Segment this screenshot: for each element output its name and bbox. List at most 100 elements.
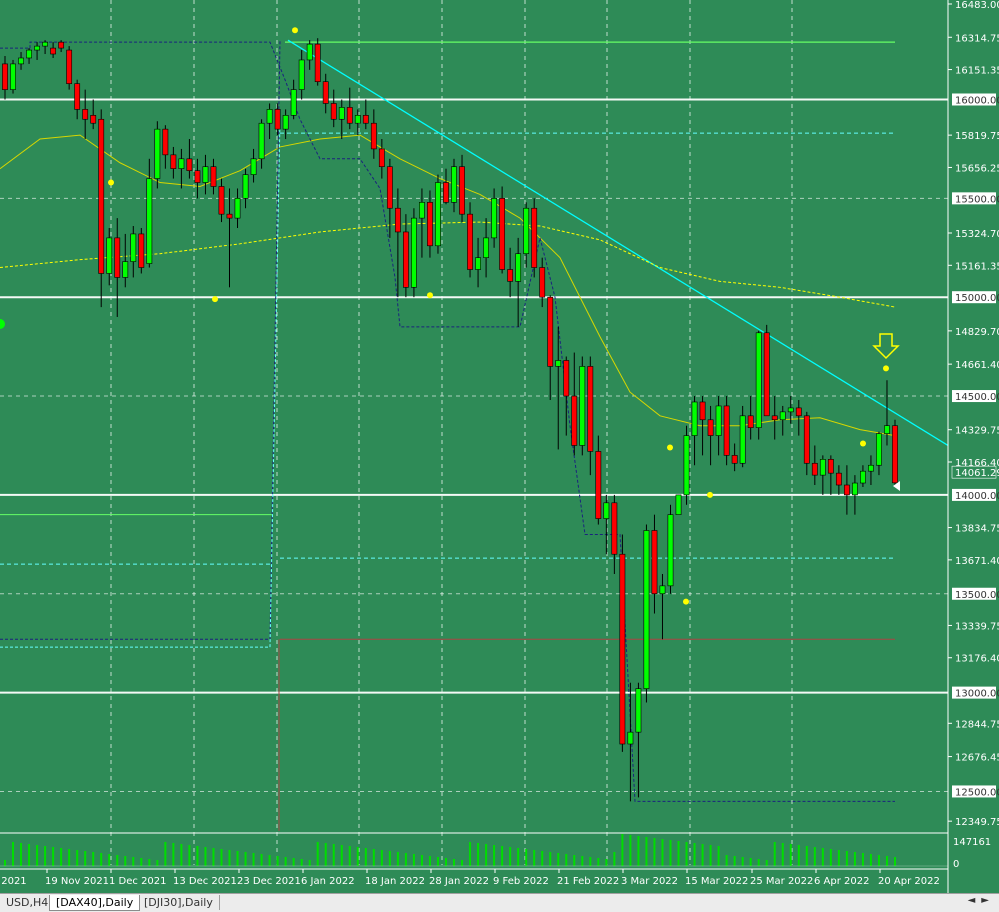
fractal-dot xyxy=(883,365,889,372)
candle-bullish xyxy=(635,688,642,733)
price-level-badge xyxy=(952,785,996,798)
left-edge-marker-icon xyxy=(0,319,5,329)
candle-bullish xyxy=(146,178,153,264)
candle-bullish xyxy=(290,89,297,116)
candle-bearish xyxy=(210,166,217,187)
candle-bearish xyxy=(795,407,802,417)
volume-bar xyxy=(380,850,383,866)
volume-bar xyxy=(196,846,199,866)
volume-bar xyxy=(292,858,295,866)
volume-bar xyxy=(244,852,247,866)
volume-bar xyxy=(717,846,720,866)
date-tick-label: 1 Dec 2021 xyxy=(109,876,167,887)
candle-bearish xyxy=(194,170,201,183)
candle-bearish xyxy=(90,115,97,124)
candle-bullish xyxy=(354,115,361,124)
tab-dji30-daily[interactable]: [DJI30],Daily xyxy=(138,895,220,910)
candle-bearish xyxy=(378,148,385,168)
candle-bullish xyxy=(755,332,762,428)
price-tick-label: 14329.75 xyxy=(955,426,999,437)
candle-bearish xyxy=(370,122,377,150)
volume-bar xyxy=(741,857,744,866)
volume-bar xyxy=(372,849,375,866)
volume-bar xyxy=(420,855,423,866)
volume-bar xyxy=(549,852,552,866)
candle-bearish xyxy=(274,109,281,130)
volume-max-label: 147161 xyxy=(953,837,991,848)
candle-bearish xyxy=(138,233,145,268)
candle-bearish xyxy=(747,415,754,428)
volume-bar xyxy=(885,856,888,866)
date-tick-label: 6 Jan 2022 xyxy=(301,876,355,887)
volume-bar xyxy=(44,846,47,866)
volume-bar xyxy=(12,842,15,866)
price-level-label: 14500.00 xyxy=(955,392,999,403)
tab-dax40-daily[interactable]: [DAX40],Daily xyxy=(49,895,141,911)
candle-bullish xyxy=(34,45,40,51)
volume-bar xyxy=(749,858,752,866)
candle-bearish xyxy=(226,213,233,219)
volume-bar xyxy=(364,848,367,866)
volume-bar xyxy=(404,853,407,866)
price-level-label: 12500.00 xyxy=(955,787,999,798)
volume-bar xyxy=(629,835,632,866)
price-axis: 16483.00 16314.75 16151.35 15819.75 15656.25… xyxy=(947,0,999,893)
price-tick-label: 16151.35 xyxy=(955,66,999,77)
candle-bearish xyxy=(170,154,177,169)
candle-bearish xyxy=(531,207,538,268)
volume-bar xyxy=(709,845,712,866)
volume-bar xyxy=(485,844,488,866)
volume-bars xyxy=(0,832,948,867)
volume-bar xyxy=(444,858,447,866)
candle-bullish xyxy=(26,49,32,59)
price-tick-label: 13339.75 xyxy=(955,621,999,632)
volume-bar xyxy=(60,848,63,866)
volume-bar xyxy=(845,851,848,866)
price-tick-label: 12349.75 xyxy=(955,817,999,828)
tab-usd-h4[interactable]: USD,H4 xyxy=(0,895,56,910)
candle-bullish xyxy=(819,459,826,476)
candle-bullish xyxy=(523,207,530,255)
volume-bar xyxy=(813,847,816,866)
candle-bullish xyxy=(18,57,24,65)
volume-bar xyxy=(453,859,456,866)
candle-bullish xyxy=(106,237,113,274)
price-tick-label: 12844.75 xyxy=(955,719,999,730)
candle-bullish xyxy=(659,585,666,595)
date-tick-label: ov 2021 xyxy=(0,876,27,887)
candle-bullish xyxy=(675,494,682,515)
volume-bar xyxy=(428,856,431,866)
volume-bar xyxy=(533,850,536,866)
volume-bar xyxy=(461,860,464,866)
candle-bullish xyxy=(884,425,890,434)
volume-bar xyxy=(645,837,648,866)
volume-bar xyxy=(28,844,31,866)
volume-bar xyxy=(613,852,616,866)
volume-min-label: 0 xyxy=(953,859,959,870)
volume-bar xyxy=(356,847,359,866)
tab-scroll-arrows[interactable]: ◄► xyxy=(967,895,995,906)
volume-bar xyxy=(116,855,119,866)
candle-bearish xyxy=(50,47,57,55)
price-level-label: 13000.00 xyxy=(955,689,999,700)
candle-bearish xyxy=(443,182,449,203)
price-level-label: 13500.00 xyxy=(955,590,999,601)
volume-bar xyxy=(693,843,696,866)
fractal-dot xyxy=(683,598,689,605)
volume-bar xyxy=(236,851,239,866)
candles xyxy=(2,38,898,802)
candle-bullish xyxy=(234,198,241,219)
fractal-dot xyxy=(212,296,218,303)
volume-bar xyxy=(4,860,6,866)
price-chart[interactable]: 16483.00 16314.75 16151.35 15819.75 15656.25… xyxy=(0,0,999,893)
candle-bullish xyxy=(715,405,722,436)
volume-bar xyxy=(477,843,480,866)
volume-bar xyxy=(469,842,472,866)
annotations xyxy=(0,27,900,605)
candle-bearish xyxy=(547,296,554,367)
volume-bar xyxy=(509,847,512,866)
date-tick-label: 25 Mar 2022 xyxy=(750,876,813,887)
cyan-step-line xyxy=(0,119,281,648)
candle-bearish xyxy=(731,455,738,464)
candle-bearish xyxy=(507,269,514,282)
